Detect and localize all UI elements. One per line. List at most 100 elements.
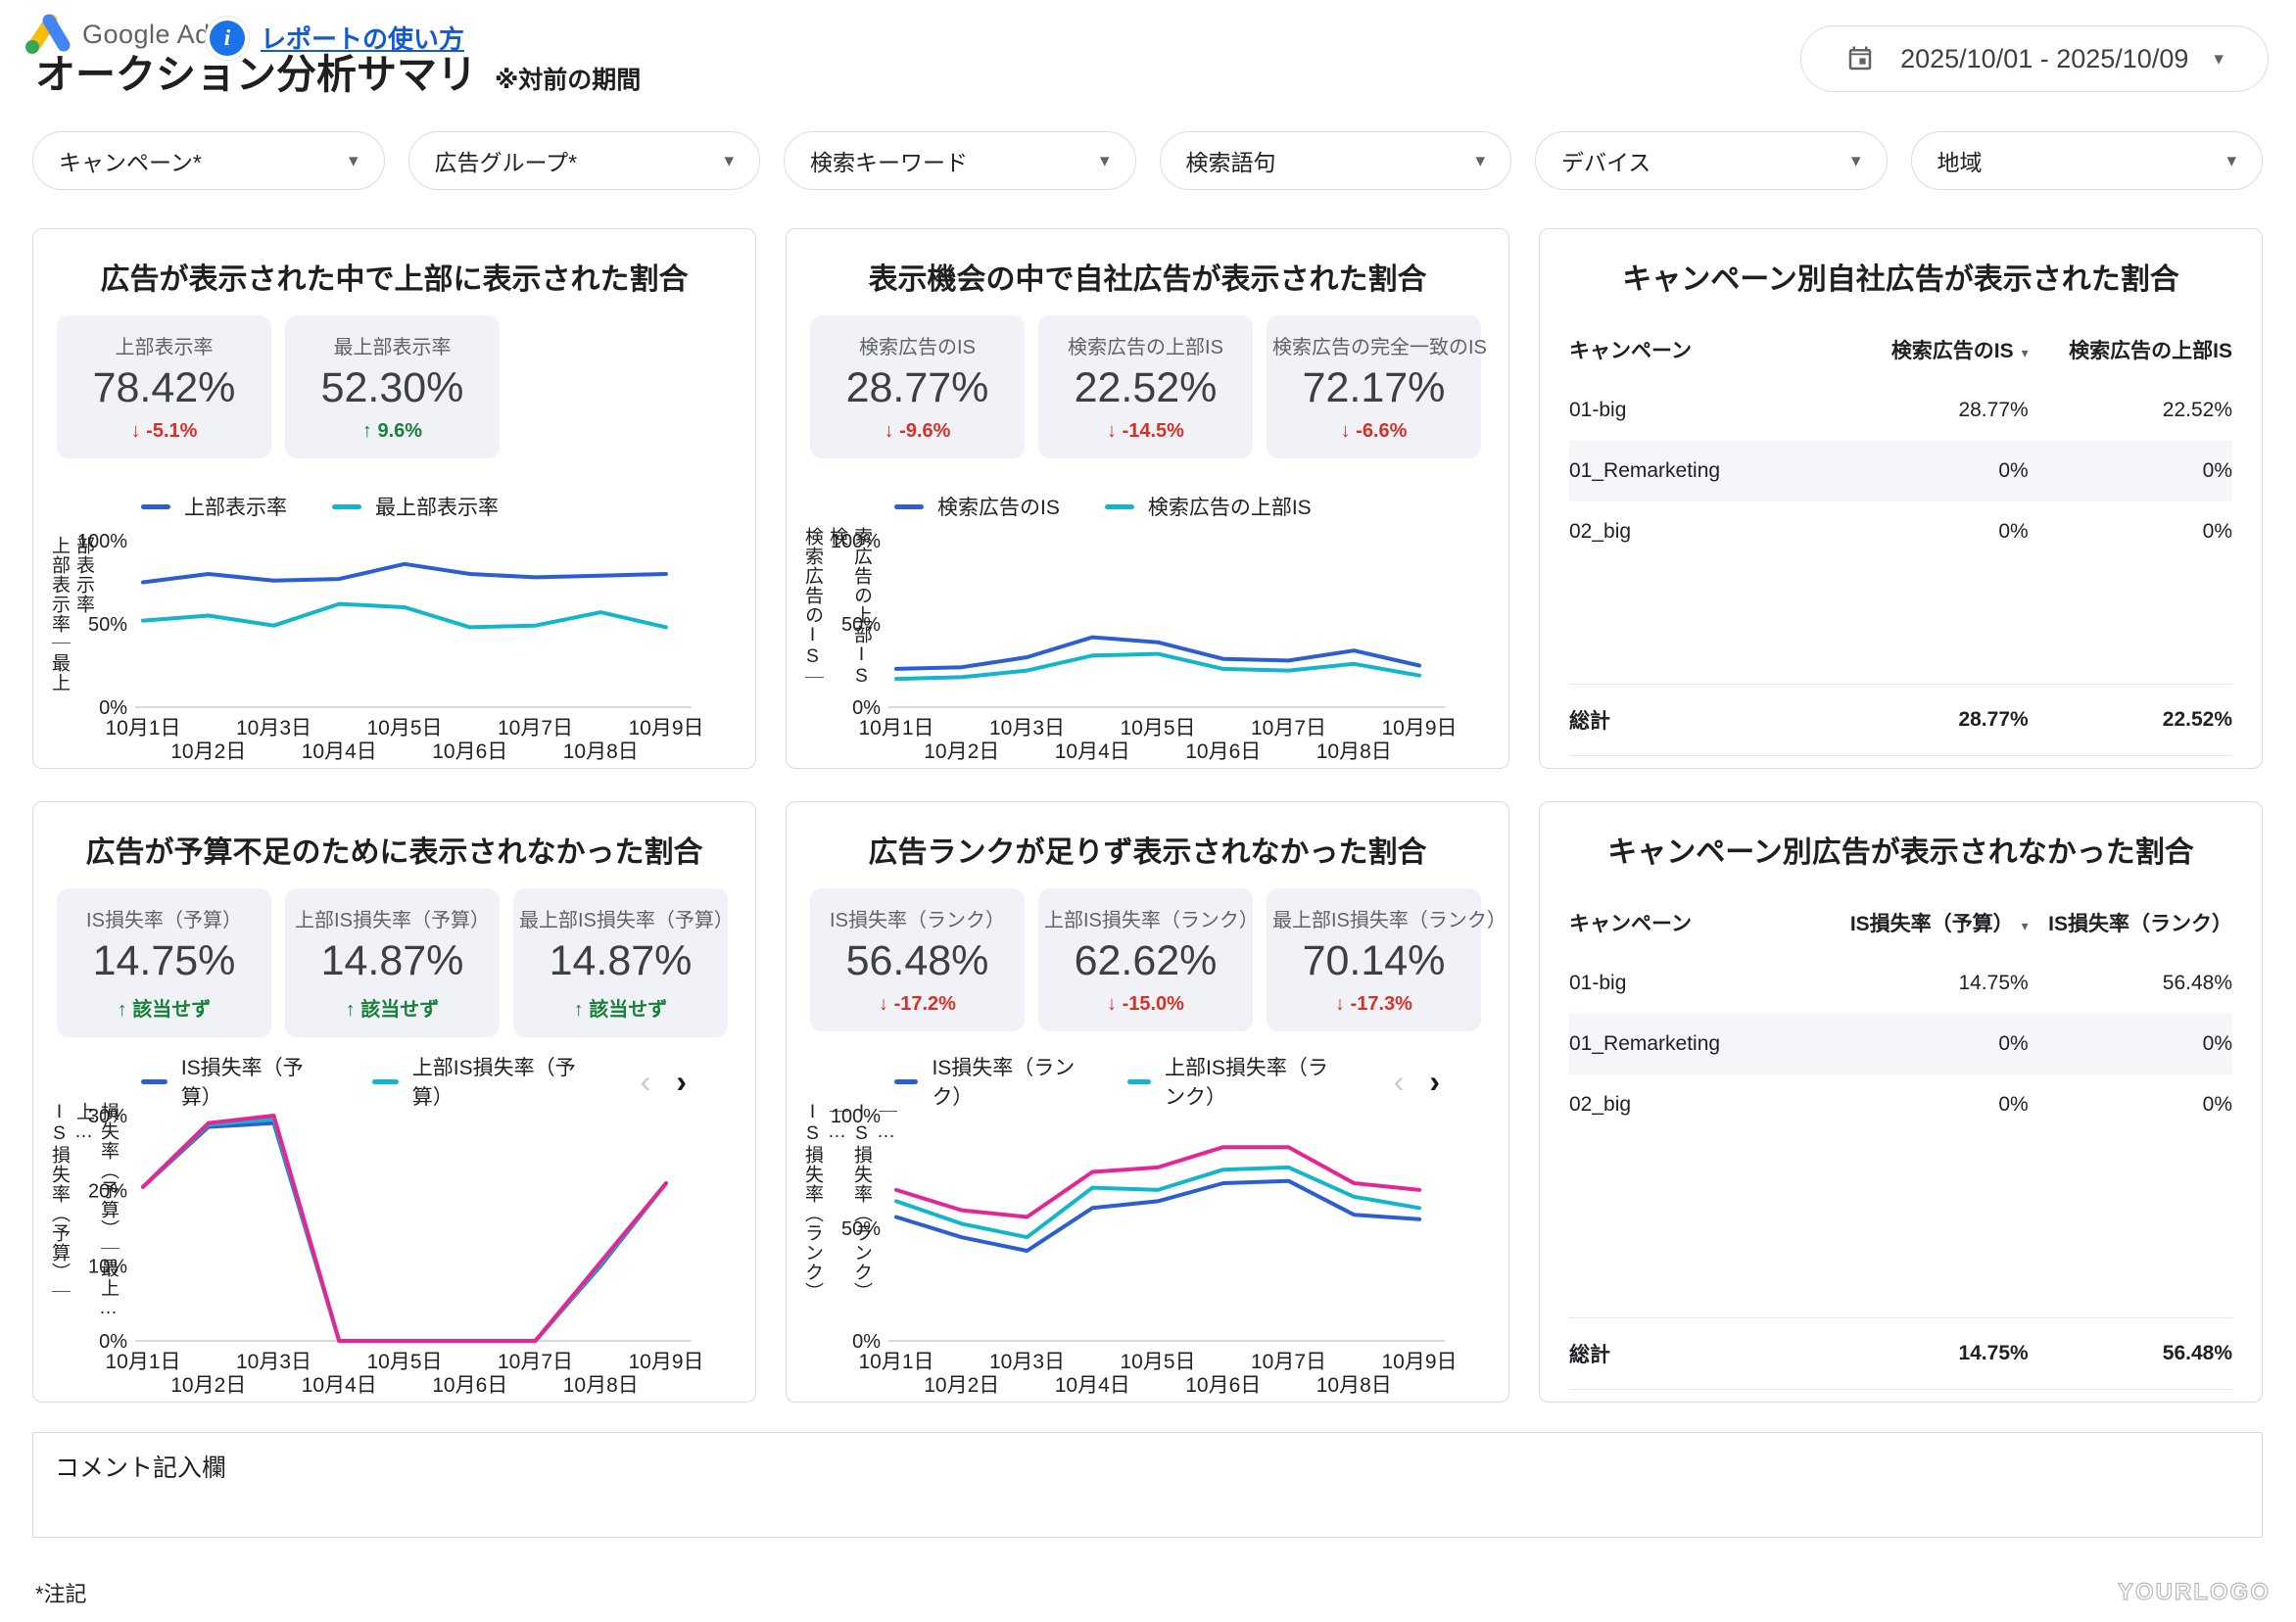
scorecard-delta: ↓ -14.5% [1107,420,1184,443]
card-grid: 広告が表示された中で上部に表示された割合 上部表示率 78.42% ↓ -5.1… [32,228,2263,1403]
chevron-left-icon[interactable]: ‹ [640,1064,651,1099]
filter-search-keyword[interactable]: 検索キーワード ▾ [784,131,1136,190]
svg-text:10月5日: 10月5日 [1120,1351,1195,1373]
filter-campaign[interactable]: キャンペーン* ▾ [32,131,385,190]
column-header[interactable]: IS損失率（ランク） [2048,913,2232,935]
scorecard-row: 検索広告のIS 28.77% ↓ -9.6% 検索広告の上部IS 22.52% … [787,315,1508,459]
svg-text:10月2日: 10月2日 [170,1374,246,1396]
filter-region[interactable]: 地域 ▾ [1910,131,2263,190]
scorecard-value: 14.87% [320,937,464,984]
table-row: 01-big 28.77% 22.52% [1569,399,2232,421]
scorecard-top-is-lost-budget: 上部IS損失率（予算） 14.87% ↑ 該当せず [285,888,500,1038]
y-axis-title: 上部表示率｜最上 部表示率 [49,536,94,692]
scorecard-delta: ↓ -6.6% [1340,420,1408,443]
legend-swatch [894,503,924,509]
svg-text:0%: 0% [852,697,881,719]
svg-text:10月7日: 10月7日 [1251,717,1326,739]
scorecard-top-is-lost-rank: 上部IS損失率（ランク） 62.62% ↓ -15.0% [1038,888,1259,1032]
card-title: 広告ランクが足りず表示されなかった割合 [868,836,1427,869]
table-row: 02_big 0% 0% [1569,520,2232,543]
svg-text:50%: 50% [841,1218,881,1240]
chevron-left-icon[interactable]: ‹ [1393,1064,1405,1099]
comment-box[interactable]: コメント記入欄 [32,1432,2263,1538]
chart-legend: 上部表示率 最上部表示率 [141,490,687,523]
column-header[interactable]: キャンペーン [1569,913,1692,935]
svg-text:10月3日: 10月3日 [236,717,311,739]
svg-text:10月6日: 10月6日 [432,1374,507,1396]
filter-label: 検索語句 [1185,150,1276,175]
svg-text:10月8日: 10月8日 [1316,1374,1392,1396]
chevron-right-icon[interactable]: › [1429,1064,1440,1099]
y-axis-title: 検索広告のIS｜検 索広告の上部IS [802,527,872,688]
svg-text:10月2日: 10月2日 [924,1374,999,1396]
scorecard-search-is: 検索広告のIS 28.77% ↓ -9.6% [810,315,1025,459]
line-chart: 検索広告のIS｜検 索広告の上部IS 100% 50% 0% 10月1日 10月2日 10… [787,527,1508,762]
scorecard-row: IS損失率（予算） 14.75% ↑ 該当せず 上部IS損失率（予算） 14.8… [33,888,755,1038]
card-title: キャンペーン別広告が表示されなかった割合 [1607,836,2194,869]
svg-text:10月1日: 10月1日 [858,717,933,739]
delta-down-icon: ↓ [879,993,889,1016]
column-header-sorted[interactable]: IS損失率（予算） ▾ [1849,913,2029,935]
chart-block: IS損失率（予算） 上部IS損失率（予算） ‹ › IS損失率（予算）｜上… [33,1057,755,1402]
scorecard-delta: ↓ -5.1% [130,420,198,443]
delta-down-icon: ↓ [130,420,141,443]
logo-text: Google Ads [82,19,224,49]
scorecard-delta: ↑ 該当せず [117,999,212,1022]
scorecard-value: 14.87% [549,937,693,984]
chevron-right-icon[interactable]: › [676,1064,687,1099]
svg-text:10月6日: 10月6日 [432,740,507,762]
y-axis-title: IS損失率（予算）｜上… 損失率（予算）｜最上… [49,1102,119,1319]
svg-text:10月3日: 10月3日 [236,1351,311,1373]
svg-text:10月2日: 10月2日 [924,740,999,762]
filter-label: 広告グループ* [434,150,578,175]
line-chart: IS損失率（ランク）｜… IS損失率（ランク）｜… 100% 50% 0% 10月1日… [787,1102,1508,1396]
column-header-sorted[interactable]: 検索広告のIS ▾ [1890,340,2029,362]
chevron-down-icon: ▾ [348,150,359,171]
scorecard-value: 72.17% [1302,364,1446,411]
scorecard-value: 22.52% [1074,364,1218,411]
delta-up-icon: ↑ [345,999,356,1022]
date-range-picker[interactable]: 2025/10/01 - 2025/10/09 ▾ [1800,25,2269,92]
campaign-is-table: キャンペーン 検索広告のIS ▾ 検索広告の上部IS 01-big 28.77% … [1540,321,2262,768]
table-header-row: キャンペーン 検索広告のIS ▾ 検索広告の上部IS [1569,321,2232,380]
filter-bar: キャンペーン* ▾ 広告グループ* ▾ 検索キーワード ▾ 検索語句 ▾ デバイ… [32,131,2263,190]
svg-text:10月1日: 10月1日 [105,717,180,739]
legend-item: 検索広告のIS [894,492,1060,521]
svg-text:50%: 50% [841,614,881,636]
scorecard-label: 検索広告の完全一致のIS [1272,337,1487,358]
chevron-down-icon: ▾ [2214,48,2224,70]
svg-text:10月3日: 10月3日 [989,1351,1065,1373]
table-total-row: 総計 14.75% 56.48% [1569,1317,2232,1390]
svg-text:0%: 0% [852,1331,881,1353]
calendar-icon [1848,46,1872,71]
svg-text:50%: 50% [88,614,127,636]
scorecard-delta: ↓ -9.6% [884,420,951,443]
watermark-logo: YOURLOGO [2117,1578,2271,1605]
svg-text:10月4日: 10月4日 [302,740,377,762]
scorecard-value: 28.77% [845,364,989,411]
campaign-is-table-card: キャンペーン別自社広告が表示された割合 キャンペーン 検索広告のIS ▾ 検索広告… [1539,228,2263,769]
filter-label: 検索キーワード [810,150,968,175]
filter-search-term[interactable]: 検索語句 ▾ [1159,131,1511,190]
scorecard-label: IS損失率（ランク） [830,910,1005,931]
svg-text:0%: 0% [99,1331,127,1353]
report-help-link[interactable]: レポートの使い方 [261,24,465,54]
svg-text:10月5日: 10月5日 [366,717,442,739]
legend-item: 検索広告の上部IS [1104,492,1312,521]
filter-device[interactable]: デバイス ▾ [1535,131,1888,190]
svg-text:10月7日: 10月7日 [1251,1351,1326,1373]
scorecard-value: 70.14% [1302,937,1446,984]
line-chart-svg: 100%50%0%10月1日10月2日10月3日10月4日10月5日10月6日1… [831,1106,1458,1396]
svg-text:10月9日: 10月9日 [628,717,703,739]
scorecard-search-exact-is: 検索広告の完全一致のIS 72.17% ↓ -6.6% [1267,315,1487,459]
column-header[interactable]: キャンペーン [1569,340,1692,362]
legend-swatch [1104,503,1134,509]
svg-text:10月7日: 10月7日 [498,717,573,739]
scorecard-label: IS損失率（予算） [86,910,242,931]
scorecard-label: 最上部IS損失率（ランク） [1272,910,1507,931]
filter-ad-group[interactable]: 広告グループ* ▾ [407,131,760,190]
svg-text:10月9日: 10月9日 [628,1351,703,1373]
svg-text:10月7日: 10月7日 [498,1351,573,1373]
column-header[interactable]: 検索広告の上部IS [2069,340,2232,362]
